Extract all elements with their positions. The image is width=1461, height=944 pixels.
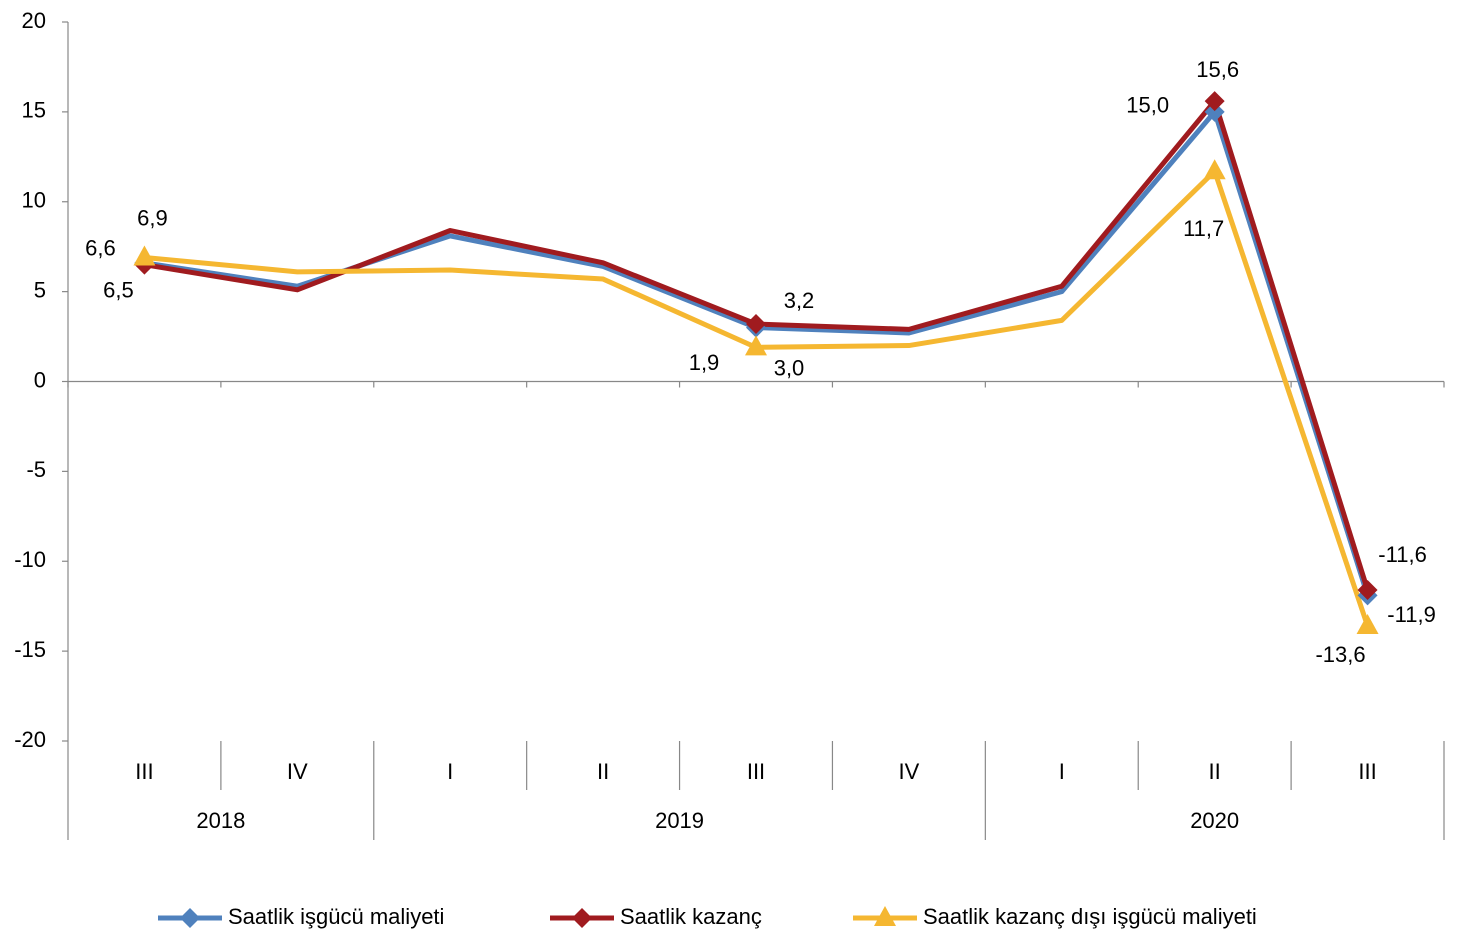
x-tick-label: III xyxy=(1358,759,1376,784)
legend-marker xyxy=(572,908,592,928)
y-tick-label: -10 xyxy=(14,547,46,572)
x-tick-label: III xyxy=(135,759,153,784)
data-point xyxy=(1204,91,1225,112)
legend-label: Saatlik işgücü maliyeti xyxy=(228,904,444,929)
x-tick-label: IV xyxy=(898,759,919,784)
x-tick-label: I xyxy=(447,759,453,784)
legend-label: Saatlik kazanç dışı işgücü maliyeti xyxy=(923,904,1257,929)
data-label: -11,9 xyxy=(1387,602,1436,627)
data-label: 6,6 xyxy=(85,236,116,261)
y-tick-label: 0 xyxy=(34,367,46,392)
data-point xyxy=(1356,613,1379,634)
group-label: 2019 xyxy=(655,808,704,833)
data-label: 3,2 xyxy=(784,288,815,313)
data-point xyxy=(1204,101,1225,122)
data-label: -13,6 xyxy=(1315,642,1365,667)
group-label: 2020 xyxy=(1190,808,1239,833)
x-tick-label: I xyxy=(1059,759,1065,784)
x-tick-label: II xyxy=(1209,759,1221,784)
y-tick-label: 15 xyxy=(22,98,46,123)
y-tick-label: -15 xyxy=(14,637,46,662)
group-label: 2018 xyxy=(196,808,245,833)
data-point xyxy=(1203,159,1226,180)
data-point xyxy=(745,335,767,356)
x-tick-label: IV xyxy=(287,759,308,784)
y-tick-label: 5 xyxy=(34,277,46,302)
legend-marker xyxy=(180,908,200,928)
y-tick-label: 20 xyxy=(22,8,46,33)
y-tick-label: 10 xyxy=(22,188,46,213)
data-label: 15,0 xyxy=(1126,93,1169,118)
legend-marker xyxy=(874,906,896,926)
data-label: 6,5 xyxy=(103,277,134,302)
data-point xyxy=(133,245,156,266)
data-label: 15,6 xyxy=(1196,57,1239,82)
y-tick-label: -20 xyxy=(14,727,46,752)
data-point xyxy=(746,313,766,334)
data-label: 11,7 xyxy=(1183,216,1224,241)
data-label: 6,9 xyxy=(137,205,168,230)
data-label: -11,6 xyxy=(1378,542,1427,567)
data-label: 1,9 xyxy=(689,350,720,375)
legend-label: Saatlik kazanç xyxy=(620,904,762,929)
x-tick-label: II xyxy=(597,759,609,784)
x-tick-label: III xyxy=(747,759,765,784)
data-label: 3,0 xyxy=(774,355,805,380)
y-tick-label: -5 xyxy=(26,457,46,482)
data-point xyxy=(1357,580,1378,601)
